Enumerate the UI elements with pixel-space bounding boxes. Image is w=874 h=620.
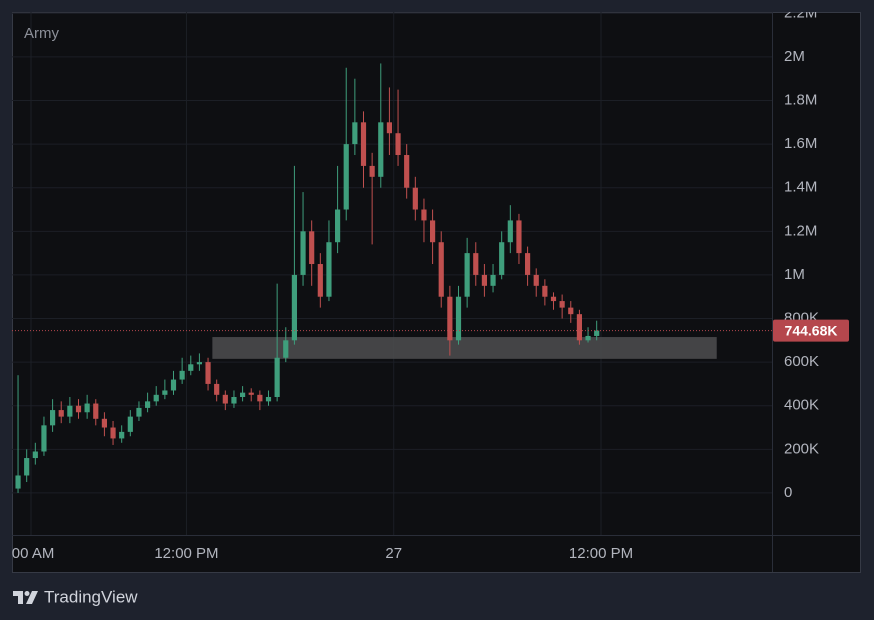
candle-body	[240, 392, 246, 398]
y-tick-label: 2M	[784, 48, 805, 65]
candle-body	[421, 209, 427, 221]
candle-body	[300, 231, 306, 275]
candle-body	[265, 397, 272, 402]
y-tick-label: 2.2M	[784, 4, 817, 21]
candle-body	[75, 405, 82, 413]
candle-body	[317, 264, 323, 297]
candle-body	[274, 357, 280, 398]
x-tick-label: 12:00 PM	[154, 545, 218, 562]
candle-body	[162, 390, 168, 395]
logo-icon	[26, 591, 38, 604]
candle-body	[179, 370, 185, 380]
candle-body	[41, 425, 47, 452]
candle-body	[24, 458, 30, 476]
candle-body	[205, 362, 211, 384]
candle-body	[110, 427, 116, 439]
candle-body	[585, 335, 591, 341]
candle-body	[67, 405, 73, 417]
candle-body	[119, 431, 125, 439]
candle-body	[50, 410, 56, 426]
x-tick-label: 27	[385, 545, 402, 562]
candle-body	[481, 274, 487, 286]
candle-body	[360, 122, 367, 166]
candle-body	[136, 407, 142, 417]
candle-body	[369, 165, 375, 177]
y-tick-label: 1.8M	[784, 91, 817, 108]
candle-body	[32, 451, 38, 459]
candle-body	[352, 122, 358, 145]
candle-body	[550, 296, 557, 302]
candle-body	[231, 397, 237, 404]
candle-body	[404, 155, 410, 188]
candle-body	[542, 285, 548, 297]
candle-body	[464, 253, 470, 297]
candle-body	[490, 274, 496, 286]
candle-body	[196, 362, 202, 365]
candle-body	[516, 220, 522, 254]
candle-body	[473, 253, 479, 275]
y-tick-label: 1.4M	[784, 179, 817, 196]
candle-body	[101, 418, 107, 428]
last-price-label: 744.68K	[785, 322, 838, 338]
candle-body	[447, 296, 453, 341]
logo-icon	[13, 591, 23, 604]
candle-body	[455, 296, 462, 341]
chart-panel	[12, 12, 861, 573]
candle-body	[533, 274, 539, 286]
candle-body	[525, 253, 531, 275]
y-tick-label: 200K	[784, 440, 819, 457]
y-tick-label: 600K	[784, 353, 819, 370]
candle-body	[395, 133, 401, 156]
candle-body	[222, 394, 228, 404]
candle-body	[309, 231, 315, 265]
last-price-tag	[773, 319, 849, 342]
candle-body	[145, 401, 151, 408]
candle-body	[84, 403, 90, 413]
candle-body	[326, 242, 332, 297]
candle-body	[412, 187, 418, 210]
zone	[212, 337, 717, 359]
candle-body	[507, 220, 513, 243]
candle-body	[568, 307, 574, 315]
candle-body	[248, 392, 254, 395]
brand: TradingView	[44, 587, 138, 606]
logo	[13, 591, 38, 604]
candle-body	[214, 383, 220, 395]
candle-body	[58, 410, 64, 417]
candle-body	[378, 122, 384, 177]
candle-body	[93, 403, 99, 419]
candle-body	[343, 144, 349, 210]
candle-body	[430, 220, 436, 243]
candle-body	[499, 242, 505, 275]
candle-body	[283, 340, 289, 358]
candle-body	[153, 394, 159, 402]
candle-body	[257, 394, 263, 402]
candle-body	[559, 301, 565, 308]
candle-body	[170, 379, 177, 391]
y-tick-label: 1M	[784, 266, 805, 283]
candle-body	[291, 274, 297, 341]
candle-body	[438, 242, 444, 297]
y-tick-label: 400K	[784, 397, 819, 414]
logo-icon	[24, 591, 30, 596]
y-tick-label: 1.6M	[784, 135, 817, 152]
candle-body	[594, 330, 600, 336]
candle-body	[386, 122, 392, 134]
candle-body	[576, 314, 582, 341]
candle-body	[127, 416, 133, 432]
x-tick-label: :00 AM	[8, 545, 55, 562]
x-tick-label: 12:00 PM	[569, 545, 633, 562]
candle-body	[188, 364, 194, 371]
chart-title: Army	[24, 25, 59, 42]
candle-body	[15, 475, 21, 489]
y-tick-label: 1.2M	[784, 222, 817, 239]
y-tick-label: 0	[784, 484, 792, 501]
candle-body	[335, 209, 341, 243]
